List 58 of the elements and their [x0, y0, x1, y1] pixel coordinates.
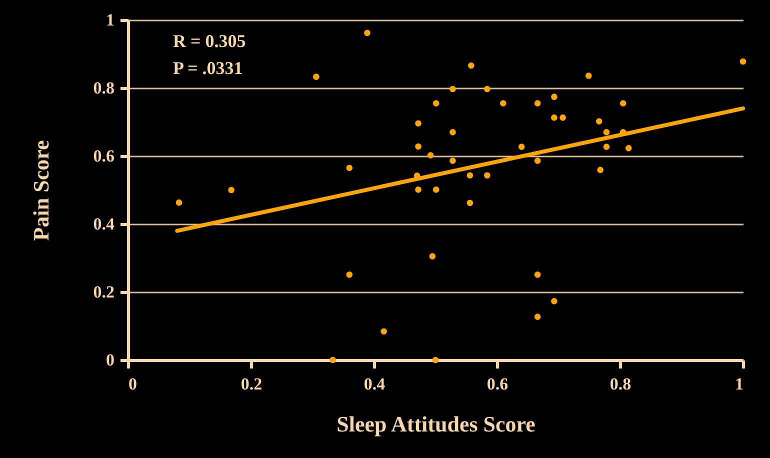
point — [346, 272, 353, 278]
point — [176, 199, 182, 206]
point — [346, 164, 353, 172]
point — [432, 356, 439, 364]
x-tick-label: 0.8 — [610, 374, 632, 394]
point — [596, 118, 602, 124]
point — [330, 356, 336, 364]
y-tick-label: 0.6 — [93, 146, 114, 166]
point — [585, 72, 592, 79]
point — [450, 158, 456, 164]
point — [484, 172, 490, 179]
x-tick-label: 1 — [735, 374, 744, 394]
y-axis-title: Pain Score — [28, 140, 54, 241]
y-tick-label: 0.8 — [93, 78, 114, 98]
point — [534, 314, 541, 320]
point — [500, 100, 506, 106]
x-tick-label: 0.4 — [364, 374, 386, 394]
y-tick-label: 0.4 — [93, 214, 115, 234]
point — [740, 58, 746, 65]
point — [551, 298, 558, 304]
point — [603, 144, 610, 150]
point — [415, 143, 422, 150]
point — [228, 186, 234, 194]
point — [427, 152, 434, 158]
point — [450, 86, 456, 92]
point — [429, 253, 436, 260]
point — [620, 100, 626, 106]
y-tick-label: 1 — [106, 10, 114, 30]
point — [415, 120, 422, 127]
annotation: R = 0.305 — [173, 31, 246, 51]
point — [625, 145, 632, 152]
point — [432, 100, 440, 106]
point — [468, 62, 474, 69]
x-tick-label: 0.6 — [486, 374, 508, 394]
annotation: P = .0331 — [173, 58, 243, 78]
y-tick-label: 0.2 — [93, 282, 114, 302]
point — [450, 129, 456, 136]
x-tick-label: 0.2 — [240, 374, 262, 394]
point — [603, 129, 610, 136]
point — [534, 158, 541, 164]
point — [518, 144, 525, 150]
point — [551, 114, 558, 121]
point — [466, 200, 474, 206]
point — [364, 30, 370, 36]
y-tick-label: 0 — [106, 350, 114, 370]
x-axis-title: Sleep Attitudes Score — [336, 412, 536, 436]
point — [534, 272, 541, 278]
point — [432, 186, 440, 193]
x-tick-label: 0 — [128, 374, 137, 394]
point — [415, 186, 422, 193]
point — [380, 328, 387, 335]
point — [597, 166, 604, 174]
point — [534, 100, 541, 106]
point — [551, 94, 558, 100]
point — [466, 172, 474, 179]
point — [484, 86, 490, 92]
point — [313, 74, 320, 80]
point — [560, 114, 566, 121]
